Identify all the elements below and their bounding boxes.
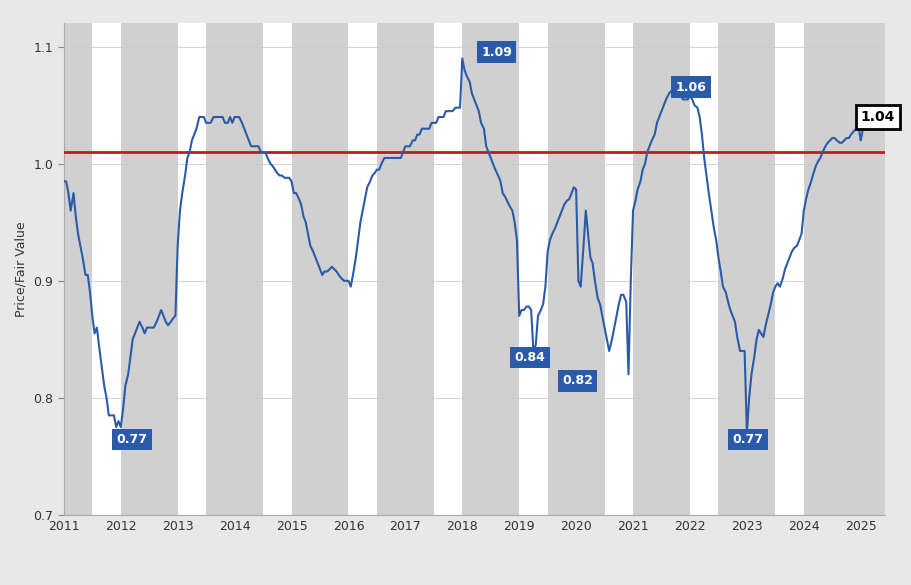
Bar [206,23,262,515]
Bar [120,23,178,515]
Text: 1.09: 1.09 [480,46,511,59]
Text: 0.77: 0.77 [732,433,763,446]
Text: 1.04: 1.04 [860,110,894,124]
Text: 0.77: 0.77 [116,433,147,446]
Bar [548,23,604,515]
Y-axis label: Price/Fair Value: Price/Fair Value [15,221,28,317]
Bar [376,23,434,515]
Bar [462,23,518,515]
Text: 0.82: 0.82 [561,374,592,387]
Text: 1.06: 1.06 [675,81,706,94]
Bar [803,23,884,515]
Bar [292,23,348,515]
Bar [64,23,92,515]
Text: 0.84: 0.84 [514,351,545,364]
Bar [718,23,774,515]
Bar [632,23,690,515]
